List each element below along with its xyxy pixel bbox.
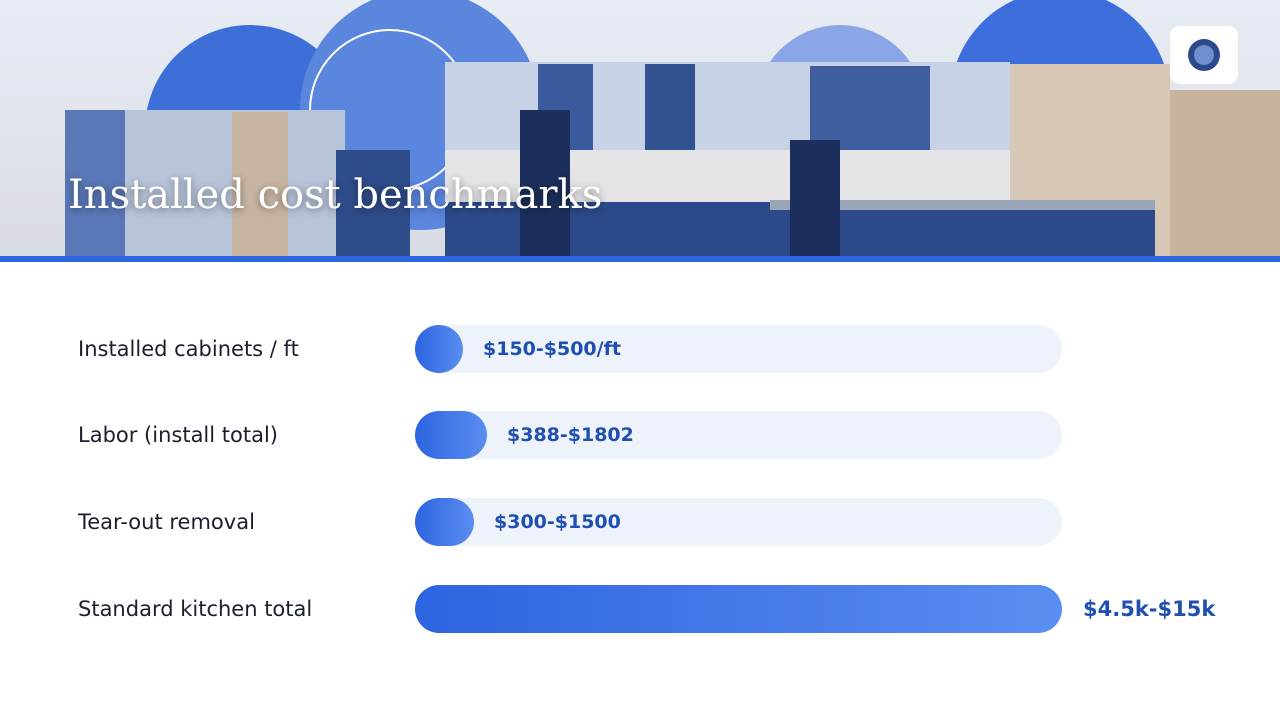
bar-track: [415, 411, 1062, 459]
row-label: Tear-out removal: [78, 510, 255, 534]
row-label: Labor (install total): [78, 423, 278, 447]
bar-fill: [415, 498, 474, 546]
bar-fill: [415, 325, 463, 373]
row-value: $4.5k-$15k: [1083, 597, 1216, 621]
bar-track: [415, 498, 1062, 546]
benchmark-row: Standard kitchen total $4.5k-$15k: [0, 585, 1280, 633]
benchmark-row: Tear-out removal $300-$1500: [0, 498, 1280, 546]
bar-track: [415, 325, 1062, 373]
logo-icon: [1188, 39, 1220, 71]
row-label: Standard kitchen total: [78, 597, 313, 621]
row-value: $300-$1500: [494, 511, 621, 533]
logo: [1170, 26, 1238, 84]
row-value: $150-$500/ft: [483, 338, 621, 360]
bar-fill: [415, 411, 487, 459]
benchmark-row: Installed cabinets / ft $150-$500/ft: [0, 325, 1280, 373]
bar-fill: [415, 585, 1062, 633]
slide-title: Installed cost benchmarks: [68, 172, 603, 218]
benchmark-row: Labor (install total) $388-$1802: [0, 411, 1280, 459]
row-value: $388-$1802: [507, 424, 634, 446]
banner-image: [0, 0, 1280, 262]
row-label: Installed cabinets / ft: [78, 337, 299, 361]
bar-track: [415, 585, 1062, 633]
